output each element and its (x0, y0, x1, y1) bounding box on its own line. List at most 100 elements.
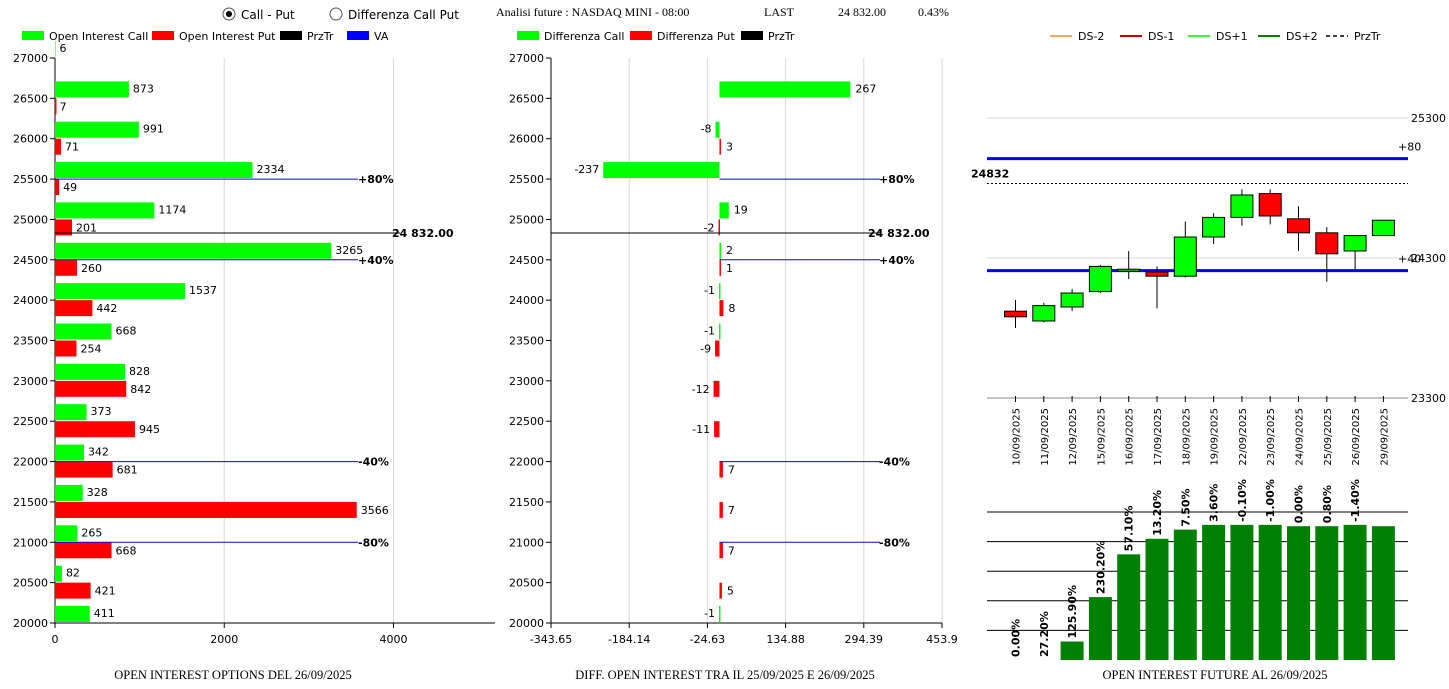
diff-put-bar (714, 421, 720, 438)
call-bar (55, 162, 253, 179)
call-bar (55, 606, 90, 622)
diff-put-label: 7 (728, 504, 735, 517)
call-value-label: 82 (66, 567, 80, 580)
diff-call-bar (718, 323, 721, 340)
last-value: 24 832.00 (838, 5, 886, 19)
y-tick-label: 26500 (13, 92, 48, 105)
candle-body (1343, 235, 1367, 252)
legend-label-candle-prztr: PrzTr (1354, 30, 1381, 43)
x-tick-label: -343.65 (530, 633, 572, 646)
legend-label-va: VA (374, 30, 389, 43)
oi-future-bar (1230, 524, 1254, 660)
va-label: -80% (879, 536, 910, 549)
y-tick-label: 24300 (1411, 252, 1446, 265)
legend-swatch-prztr (280, 31, 302, 40)
candle-body (1315, 232, 1339, 255)
call-value-label: 3265 (335, 244, 363, 257)
y-tick-label: 27000 (509, 52, 544, 65)
call-bar (55, 404, 87, 421)
y-tick-label: 23300 (1411, 392, 1446, 405)
radio-call-put-label: Call - Put (241, 8, 295, 22)
radio-call-put[interactable]: Call - Put (222, 7, 295, 22)
legend-label-ds+1: DS+1 (1216, 30, 1248, 43)
radio-differenza[interactable]: Differenza Call Put (329, 7, 459, 22)
legend-swatch-put (152, 31, 174, 40)
candle-body (1117, 268, 1141, 272)
oi-future-label: 0.00% (1293, 485, 1306, 523)
prztr-label: 24 832.00 (868, 227, 930, 240)
diff-put-bar (715, 340, 720, 357)
oi-future-chart: 0.00% 27.20% 125.90% 230.20% 57.10% 13.20% 7.5… (987, 479, 1408, 660)
last-label: LAST (764, 5, 795, 19)
va-label: -40% (358, 456, 389, 469)
candle-body (1088, 265, 1112, 293)
x-tick-label: 18/09/2025 (1181, 408, 1192, 466)
x-tick-label: 134.88 (766, 633, 805, 646)
va-label: +80% (879, 173, 915, 186)
y-tick-label: 27000 (13, 52, 48, 65)
put-bar (55, 380, 127, 397)
oi-future-bar (1343, 524, 1367, 660)
diff-call-bar (718, 606, 721, 622)
diff-put-bar (713, 380, 720, 397)
y-tick-label: 24000 (13, 294, 48, 307)
call-bar (55, 81, 129, 98)
oi-options-title: OPEN INTEREST OPTIONS DEL 26/09/2025 (114, 668, 352, 682)
call-bar (55, 525, 78, 542)
candle-body (1032, 305, 1056, 322)
va-label: +40% (358, 254, 394, 267)
legend-label-ds-1: DS-1 (1148, 30, 1174, 43)
header: Call - Put Differenza Call Put Analisi f… (222, 5, 949, 22)
y-tick-label: 21500 (509, 496, 544, 509)
y-tick-label: 25500 (509, 173, 544, 186)
candlestick-chart: 25300 24300 23300 10/09/2025 11/09/2025 12/09… (971, 112, 1446, 466)
diff-put-label: -2 (704, 221, 715, 234)
candle-body (1371, 219, 1395, 237)
call-bar (55, 444, 84, 461)
call-bar (55, 565, 62, 582)
oi-future-label: 0.80% (1321, 485, 1334, 523)
oi-future-label: -0.10% (1236, 479, 1249, 522)
put-value-label: 945 (139, 423, 160, 436)
y-tick-label: 20000 (509, 617, 544, 630)
diff-put-label: -9 (700, 343, 711, 356)
call-value-label: 2334 (256, 163, 284, 176)
put-bar (55, 582, 91, 599)
va-label: -80% (358, 536, 389, 549)
diff-put-bar (719, 138, 721, 155)
call-value-label: 6 (60, 42, 67, 55)
put-bar (55, 461, 113, 478)
diff-put-label: -12 (692, 383, 710, 396)
diff-oi-title: DIFF. OPEN INTEREST TRA IL 25/09/2025 E … (575, 668, 874, 682)
x-tick-label: 23/09/2025 (1266, 408, 1277, 466)
oi-future-label: 7.50% (1179, 488, 1192, 526)
legend-swatch-va (347, 31, 369, 40)
put-bar (55, 259, 77, 276)
x-tick-label: 0 (52, 633, 59, 646)
diff-put-label: 3 (726, 141, 733, 154)
call-value-label: 828 (129, 365, 150, 378)
x-tick-label: 11/09/2025 (1040, 408, 1051, 466)
diff-put-bar (719, 582, 722, 599)
diff-call-label: -1 (704, 325, 715, 338)
diff-call-label: 267 (855, 82, 876, 95)
put-bar (55, 501, 357, 518)
diff-call-bar (603, 162, 720, 179)
diff-call-bar (719, 242, 721, 259)
legend-diff-oi: Differenza Call Differenza Put PrzTr (517, 30, 795, 43)
put-value-label: 681 (117, 464, 138, 477)
diff-put-bar (719, 461, 723, 478)
call-bar (55, 41, 56, 57)
call-value-label: 1537 (189, 284, 217, 297)
oi-future-bar (1371, 526, 1395, 660)
put-bar (55, 542, 112, 559)
diff-call-label: -8 (701, 123, 712, 136)
y-tick-label: 25000 (509, 213, 544, 226)
x-tick-label: 16/09/2025 (1125, 408, 1136, 466)
y-tick-label: 22000 (13, 456, 48, 469)
candle-body (1202, 216, 1226, 238)
y-tick-label: 24500 (13, 254, 48, 267)
call-value-label: 991 (143, 123, 164, 136)
prztr-label: 24832 (971, 168, 1009, 181)
oi-future-label: 57.10% (1123, 505, 1136, 551)
